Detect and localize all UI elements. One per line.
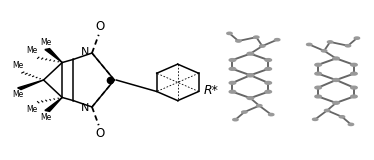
Text: Me: Me <box>40 112 51 121</box>
Circle shape <box>229 81 236 84</box>
Text: N: N <box>82 103 90 113</box>
Circle shape <box>265 81 272 84</box>
Text: O: O <box>95 20 104 33</box>
Circle shape <box>247 97 254 100</box>
Circle shape <box>307 43 312 46</box>
Text: R*: R* <box>204 84 219 97</box>
Circle shape <box>315 72 321 75</box>
Polygon shape <box>45 49 62 63</box>
Circle shape <box>257 104 262 107</box>
Circle shape <box>275 39 280 41</box>
Text: Me: Me <box>40 39 51 48</box>
Circle shape <box>269 113 274 116</box>
Circle shape <box>247 52 254 55</box>
Circle shape <box>333 79 339 81</box>
Circle shape <box>247 74 254 77</box>
Circle shape <box>315 63 321 66</box>
Text: Me: Me <box>13 61 24 70</box>
Text: Me: Me <box>27 105 38 114</box>
Circle shape <box>351 63 357 66</box>
Circle shape <box>351 95 357 98</box>
Circle shape <box>327 41 333 43</box>
Circle shape <box>324 109 330 112</box>
Circle shape <box>351 86 357 89</box>
Circle shape <box>229 90 236 93</box>
Circle shape <box>348 123 354 126</box>
Circle shape <box>260 45 265 47</box>
Circle shape <box>333 101 339 104</box>
Circle shape <box>333 79 339 81</box>
Circle shape <box>229 68 236 70</box>
Circle shape <box>254 36 259 38</box>
Circle shape <box>242 111 247 113</box>
Text: Me: Me <box>13 90 24 99</box>
Circle shape <box>333 57 339 60</box>
Circle shape <box>236 40 241 42</box>
Circle shape <box>247 74 254 77</box>
Circle shape <box>313 118 318 120</box>
Circle shape <box>354 37 359 39</box>
Circle shape <box>315 86 321 89</box>
Circle shape <box>351 72 357 75</box>
Polygon shape <box>18 80 43 90</box>
Circle shape <box>339 116 345 118</box>
Text: O: O <box>95 127 104 140</box>
Circle shape <box>233 119 238 121</box>
Circle shape <box>321 50 327 52</box>
Polygon shape <box>45 97 62 111</box>
Circle shape <box>265 90 272 93</box>
Text: Me: Me <box>27 46 38 55</box>
Circle shape <box>315 95 321 98</box>
Circle shape <box>265 59 272 61</box>
Circle shape <box>229 59 236 61</box>
Circle shape <box>227 32 232 35</box>
Circle shape <box>345 45 351 47</box>
Text: N: N <box>82 47 90 57</box>
Circle shape <box>265 68 272 70</box>
